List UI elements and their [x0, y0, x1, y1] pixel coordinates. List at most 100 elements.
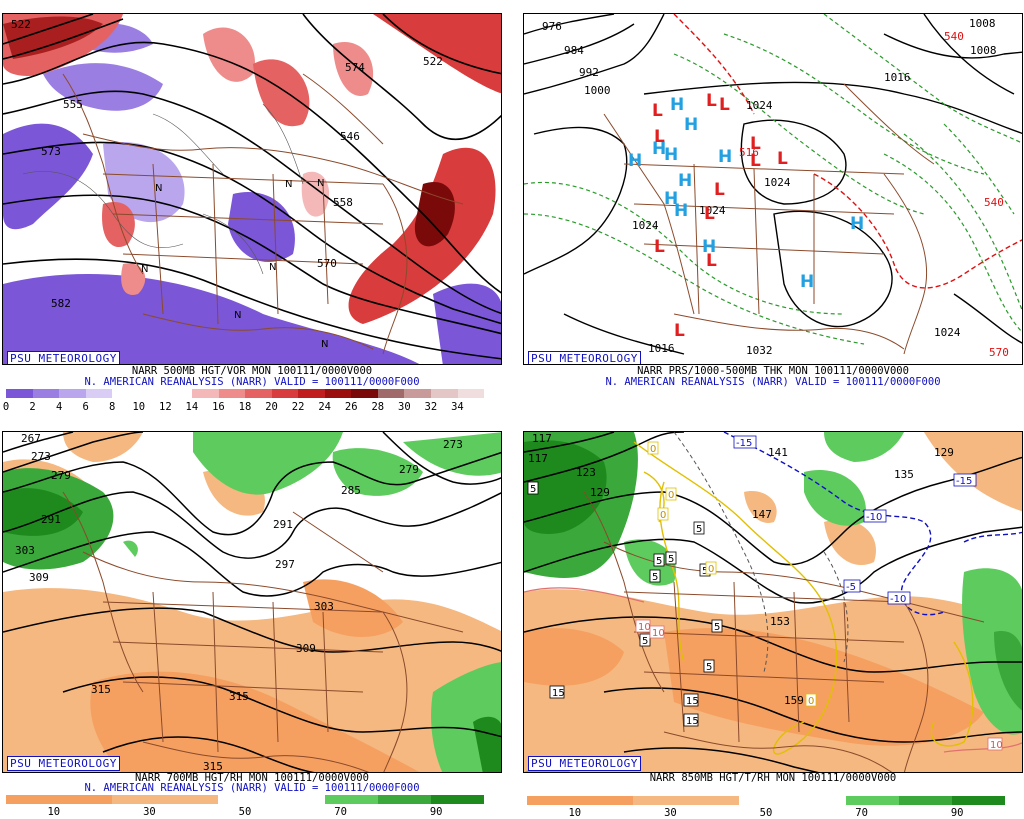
- colorbar-swatch: [191, 389, 219, 398]
- svg-text:1016: 1016: [648, 342, 675, 355]
- psu-badge: PSU METEOROLOGY: [528, 351, 641, 364]
- svg-text:5: 5: [696, 524, 702, 535]
- colorbar-tick-label: 8: [109, 401, 116, 413]
- svg-text:0: 0: [808, 696, 814, 707]
- colorbar-swatch: [377, 795, 431, 804]
- svg-text:159: 159: [784, 694, 804, 707]
- svg-text:0: 0: [668, 490, 674, 501]
- svg-text:117: 117: [532, 432, 552, 445]
- svg-text:522: 522: [11, 18, 31, 31]
- colorbar-tick-label: 34: [451, 401, 464, 413]
- caption-line-1: NARR 850MB HGT/T/RH MON 100111/0000V000: [649, 772, 897, 784]
- colorbar-swatch: [59, 795, 113, 804]
- colorbar-swatch: [633, 796, 687, 805]
- svg-text:135: 135: [894, 468, 914, 481]
- svg-text:992: 992: [579, 66, 599, 79]
- map-700mb-rh: 267 273 279 291 303 309 285 291 297 303 309 315 …: [2, 431, 502, 773]
- svg-text:10: 10: [652, 628, 665, 639]
- svg-text:H: H: [664, 189, 678, 209]
- colorbar-tick-label: 10: [132, 401, 146, 413]
- caption-line-2: N. AMERICAN REANALYSIS (NARR) VALID = 10…: [84, 782, 420, 794]
- svg-text:303: 303: [15, 544, 35, 557]
- colorbar-swatch: [218, 389, 246, 398]
- svg-text:5: 5: [668, 554, 674, 565]
- colorbar-swatch: [457, 389, 485, 398]
- svg-text:N: N: [317, 178, 324, 189]
- colorbar-swatch: [218, 795, 272, 804]
- svg-text:L: L: [777, 149, 788, 169]
- colorbar-tick-label: 30: [143, 806, 156, 818]
- psu-badge: PSU METEOROLOGY: [7, 351, 120, 364]
- colorbar-swatch: [271, 795, 325, 804]
- svg-text:L: L: [652, 101, 663, 121]
- svg-text:303: 303: [314, 600, 334, 613]
- svg-text:1024: 1024: [934, 326, 961, 339]
- colorbar-swatch: [527, 796, 581, 805]
- svg-text:N: N: [321, 339, 328, 350]
- svg-text:H: H: [800, 272, 814, 292]
- svg-text:0: 0: [708, 564, 714, 575]
- svg-text:147: 147: [752, 508, 772, 521]
- svg-text:H: H: [664, 145, 678, 165]
- svg-text:-15: -15: [736, 438, 752, 449]
- colorbar-swatch: [112, 389, 139, 398]
- svg-text:H: H: [670, 95, 684, 115]
- svg-text:L: L: [719, 95, 730, 115]
- colorbar-ticks: 10 30 50 70 90: [6, 806, 484, 818]
- colorbar-tick-label: 28: [371, 401, 385, 413]
- colorbar-ticks: 10 30 50 70 90: [527, 807, 1005, 819]
- colorbar-tick-label: 90: [429, 806, 443, 818]
- psu-badge: PSU METEOROLOGY: [528, 756, 641, 771]
- colorbar: [6, 795, 484, 804]
- svg-text:1024: 1024: [632, 219, 659, 232]
- svg-text:15: 15: [552, 688, 565, 699]
- caption-line-1: NARR 500MB HGT/VOR MON 100111/0000V000: [131, 365, 373, 377]
- colorbar-tick-label: 4: [55, 401, 63, 413]
- colorbar-swatch: [6, 389, 33, 398]
- svg-text:N: N: [141, 264, 148, 275]
- colorbar-swatch: [165, 795, 219, 804]
- svg-text:H: H: [628, 151, 642, 171]
- colorbar-tick-label: 22: [291, 401, 305, 413]
- svg-text:285: 285: [341, 484, 361, 497]
- svg-text:N: N: [285, 179, 292, 190]
- colorbar-tick-label: 32: [424, 401, 438, 413]
- svg-text:279: 279: [399, 463, 419, 476]
- colorbar-swatch: [351, 389, 378, 398]
- caption-line-1: NARR PRS/1000-500MB THK MON 100111/0000V…: [637, 365, 909, 377]
- colorbar-swatch: [298, 389, 325, 398]
- svg-text:L: L: [674, 321, 685, 341]
- colorbar-swatch: [85, 389, 113, 398]
- colorbar-swatch: [377, 389, 405, 398]
- colorbar-swatch: [324, 389, 352, 398]
- svg-text:-10: -10: [866, 512, 882, 523]
- colorbar-swatch: [32, 389, 60, 398]
- colorbar-swatch: [898, 796, 952, 805]
- colorbar-tick-label: 70: [334, 806, 347, 818]
- svg-text:10: 10: [638, 622, 651, 633]
- colorbar-tick-label: 6: [82, 401, 89, 413]
- colorbar-tick-label: 50: [759, 807, 773, 819]
- svg-text:570: 570: [317, 257, 337, 270]
- svg-text:141: 141: [768, 446, 788, 459]
- colorbar: [6, 389, 485, 398]
- svg-text:5: 5: [714, 622, 720, 633]
- svg-text:15: 15: [686, 696, 699, 707]
- colorbar-tick-label: 70: [855, 807, 868, 819]
- svg-text:516: 516: [739, 146, 759, 159]
- svg-text:-15: -15: [956, 476, 972, 487]
- svg-text:1024: 1024: [764, 176, 791, 189]
- colorbar-ticks: 0 2 4 6 8 10 12 14 16 18 20 22 24 26 28 30 32 34: [3, 401, 484, 413]
- colorbar-tick-label: 14: [185, 401, 199, 413]
- map-pressure-thickness: 976 984 992 1000 1016 1024 1008 1016 1024 1024…: [523, 13, 1023, 365]
- svg-text:5: 5: [652, 572, 658, 583]
- svg-text:267: 267: [21, 432, 41, 445]
- svg-text:540: 540: [984, 196, 1004, 209]
- svg-text:1008: 1008: [969, 17, 996, 30]
- psu-badge: PSU METEOROLOGY: [7, 756, 120, 771]
- svg-text:315: 315: [229, 690, 249, 703]
- svg-text:297: 297: [275, 558, 295, 571]
